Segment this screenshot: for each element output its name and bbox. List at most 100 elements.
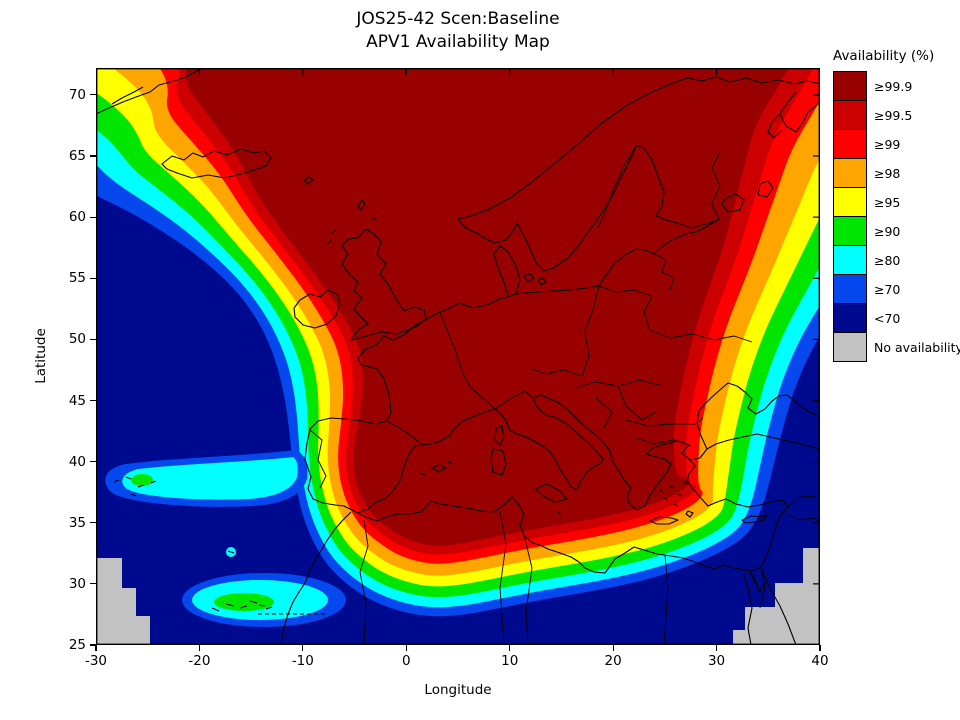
y-tick-mark <box>90 522 96 524</box>
x-tick-label: -30 <box>84 653 108 669</box>
coastline <box>493 245 521 297</box>
coastline <box>685 510 694 518</box>
legend-swatch <box>833 158 867 188</box>
y-tick-mark <box>90 583 96 585</box>
legend-swatch <box>833 71 867 101</box>
coastline <box>537 277 547 286</box>
legend-title: Availability (%) <box>833 48 935 64</box>
no-availability-patch-southwest <box>96 558 150 645</box>
country-border <box>598 285 653 331</box>
country-border <box>531 368 583 377</box>
legend-swatch <box>833 303 867 333</box>
coastline <box>683 481 689 485</box>
coastline <box>227 550 235 554</box>
plot-border <box>96 68 820 645</box>
country-border <box>653 253 675 291</box>
x-tick-label: 20 <box>604 653 622 669</box>
coastline <box>767 113 783 139</box>
coastline <box>677 493 683 497</box>
legend-entry-label: ≥98 <box>874 166 901 181</box>
x-tick-label: 40 <box>811 653 829 669</box>
legend-entry-label: ≥80 <box>874 253 901 268</box>
coastline <box>303 176 314 185</box>
coastline <box>742 573 753 645</box>
legend-swatch <box>833 216 867 246</box>
coastline <box>258 604 266 607</box>
coastline <box>556 511 562 515</box>
country-border <box>785 513 820 522</box>
page-title-line1: JOS25-42 Scen:Baseline <box>356 9 560 29</box>
y-tick-label: 65 <box>68 148 86 165</box>
country-border <box>359 519 369 645</box>
coastline <box>535 483 568 503</box>
y-tick-mark <box>90 216 96 218</box>
y-tick-label: 50 <box>68 331 86 348</box>
coastline <box>419 472 426 476</box>
plot-area <box>96 68 820 645</box>
y-tick-label: 70 <box>68 86 86 103</box>
coastline <box>357 480 789 574</box>
country-border <box>711 151 721 220</box>
coastline <box>357 394 696 514</box>
coastline <box>137 484 145 488</box>
coastline <box>371 217 378 221</box>
coastline <box>225 603 235 607</box>
country-border <box>309 429 327 489</box>
coastline <box>211 607 220 612</box>
coastline <box>721 193 745 213</box>
y-tick-label: 55 <box>68 270 86 287</box>
country-border <box>494 390 534 410</box>
x-tick-mark <box>819 645 821 651</box>
coastline <box>130 493 137 497</box>
x-tick-label: 30 <box>707 653 726 669</box>
country-border <box>787 495 820 508</box>
y-tick-mark <box>90 461 96 463</box>
coastline <box>663 497 669 501</box>
country-border <box>597 145 637 229</box>
availability-contour-svg <box>96 68 820 645</box>
coastline <box>779 91 820 133</box>
coastline <box>330 229 337 235</box>
country-border <box>386 420 424 446</box>
coastline <box>659 489 664 493</box>
coastline <box>326 239 333 245</box>
country-border <box>759 566 766 609</box>
azores-tongue-cyan <box>122 457 298 500</box>
legend-swatch <box>833 187 867 217</box>
coastline <box>757 180 774 198</box>
legend-swatch <box>833 129 867 159</box>
y-tick-mark <box>90 338 96 340</box>
x-tick-label: -10 <box>291 653 314 669</box>
coastline <box>113 479 120 483</box>
y-tick-mark <box>90 399 96 402</box>
coastline <box>749 569 767 593</box>
country-border <box>649 329 753 343</box>
y-tick-mark <box>90 277 96 279</box>
page-title-line2: APV1 Availability Map <box>366 32 550 52</box>
country-border <box>523 534 533 645</box>
x-tick-mark <box>715 645 718 651</box>
coastline <box>161 148 272 179</box>
coastline <box>280 511 352 645</box>
no-availability-patch-southeast <box>733 548 820 645</box>
legend-entry-label: ≥99.5 <box>874 108 913 123</box>
x-axis-label: Longitude <box>424 682 492 698</box>
y-tick-label: 35 <box>68 514 86 531</box>
coastline <box>689 433 820 461</box>
x-tick-label: 0 <box>401 653 411 669</box>
coastline <box>265 606 273 610</box>
x-tick-mark <box>302 645 304 651</box>
coastline <box>649 516 679 525</box>
coastline <box>523 273 535 283</box>
coastline <box>431 464 447 473</box>
coastline <box>669 485 675 489</box>
y-tick-label: 40 <box>68 453 86 470</box>
coastline <box>111 86 144 105</box>
legend-swatch <box>833 332 867 362</box>
country-border <box>499 511 507 645</box>
legend-entry-label: ≥90 <box>874 224 901 239</box>
country-border <box>663 554 669 645</box>
x-tick-mark <box>509 645 511 651</box>
coastline <box>673 503 679 507</box>
